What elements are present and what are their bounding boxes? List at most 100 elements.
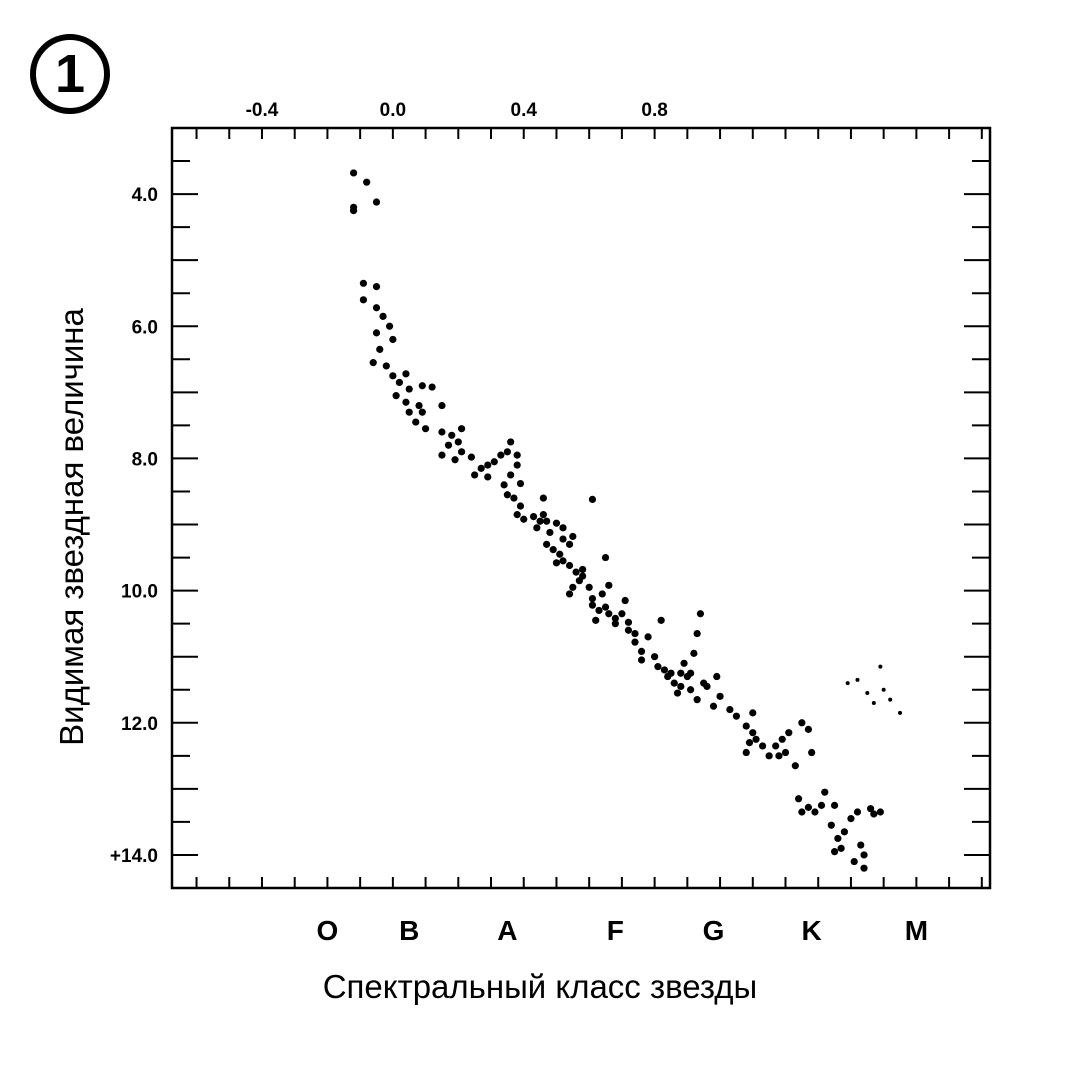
data-point xyxy=(418,382,426,390)
data-point xyxy=(363,178,371,186)
y-axis-label: Видимая звездная величина xyxy=(53,307,90,745)
data-point xyxy=(402,370,410,378)
data-point xyxy=(536,517,544,525)
data-point xyxy=(569,532,577,541)
data-point xyxy=(477,464,485,472)
data-point xyxy=(830,848,839,856)
data-point xyxy=(559,557,567,565)
data-point xyxy=(601,603,610,611)
data-point xyxy=(752,735,760,743)
top-axis-ticklabel: -0.4 xyxy=(246,100,279,121)
spectral-class-label: G xyxy=(703,915,725,946)
data-point xyxy=(559,535,567,543)
data-point xyxy=(529,512,538,521)
data-point xyxy=(395,378,404,387)
data-point xyxy=(392,392,400,400)
data-point xyxy=(405,408,413,416)
data-point xyxy=(677,682,685,691)
data-point xyxy=(709,702,718,710)
data-point xyxy=(418,408,426,416)
data-point xyxy=(742,748,750,757)
data-point xyxy=(840,828,848,836)
data-point xyxy=(513,511,521,519)
data-point xyxy=(543,540,551,548)
data-point xyxy=(871,700,876,705)
data-point xyxy=(513,451,521,459)
data-point xyxy=(660,666,669,674)
top-axis-ticklabels: -0.4 0.0 0.4 0.8 xyxy=(246,100,668,121)
data-point xyxy=(539,494,547,502)
plot-border xyxy=(170,126,992,890)
data-point xyxy=(595,606,603,615)
x-axis-label: Спектральный класс звезды xyxy=(323,968,758,1005)
data-point xyxy=(389,335,397,344)
data-point xyxy=(588,495,597,504)
data-point xyxy=(349,169,358,177)
data-point xyxy=(749,729,757,737)
data-point xyxy=(507,438,515,446)
data-point xyxy=(484,461,492,469)
spectral-class-label: F xyxy=(607,915,624,946)
data-point xyxy=(467,453,475,461)
data-point xyxy=(605,581,613,589)
data-point xyxy=(549,546,557,554)
data-point xyxy=(870,810,878,818)
data-point xyxy=(533,524,541,532)
data-point xyxy=(569,583,577,591)
data-point xyxy=(749,709,757,717)
data-point xyxy=(860,851,868,859)
data-point xyxy=(845,681,850,686)
data-point xyxy=(865,691,870,696)
data-point xyxy=(359,279,368,287)
data-point xyxy=(898,710,903,715)
top-axis-ticklabel: 0.4 xyxy=(511,100,538,121)
data-point xyxy=(732,712,741,720)
data-point xyxy=(503,448,511,456)
data-point xyxy=(778,735,786,743)
data-point xyxy=(631,638,639,646)
data-point xyxy=(830,801,839,809)
data-point xyxy=(503,491,511,499)
top-axis-ticklabel: 0.0 xyxy=(380,100,406,121)
data-point xyxy=(402,398,410,406)
data-point xyxy=(359,296,368,304)
data-point xyxy=(539,511,547,519)
data-point xyxy=(579,565,587,574)
data-point xyxy=(513,461,521,469)
data-point xyxy=(565,561,574,570)
data-point xyxy=(878,664,883,669)
y-axis-ticklabel: 6.0 xyxy=(132,317,158,338)
data-point xyxy=(651,653,659,661)
data-point xyxy=(804,803,813,811)
data-point xyxy=(798,808,806,816)
data-point xyxy=(438,401,446,410)
data-point xyxy=(552,559,561,567)
data-point xyxy=(372,329,381,337)
data-point xyxy=(588,601,597,609)
data-point xyxy=(817,801,826,809)
data-point xyxy=(372,283,381,291)
data-point xyxy=(637,656,646,664)
data-point xyxy=(438,428,446,436)
data-point xyxy=(565,590,574,598)
data-point xyxy=(657,616,665,624)
top-axis-ticklabel: 0.8 xyxy=(641,100,667,121)
data-point xyxy=(621,596,629,605)
data-point xyxy=(703,682,711,691)
data-point xyxy=(457,425,466,433)
data-point xyxy=(457,448,466,456)
data-point xyxy=(500,481,508,489)
data-point xyxy=(372,304,381,312)
data-point xyxy=(794,795,803,803)
spectral-class-label: B xyxy=(399,915,419,946)
data-point xyxy=(673,689,682,697)
data-point xyxy=(454,438,462,446)
data-point xyxy=(765,752,773,760)
data-point xyxy=(611,614,619,622)
data-point xyxy=(451,456,459,464)
data-point xyxy=(624,626,633,634)
data-point xyxy=(690,649,698,657)
data-point xyxy=(772,742,780,750)
data-point xyxy=(624,618,633,626)
